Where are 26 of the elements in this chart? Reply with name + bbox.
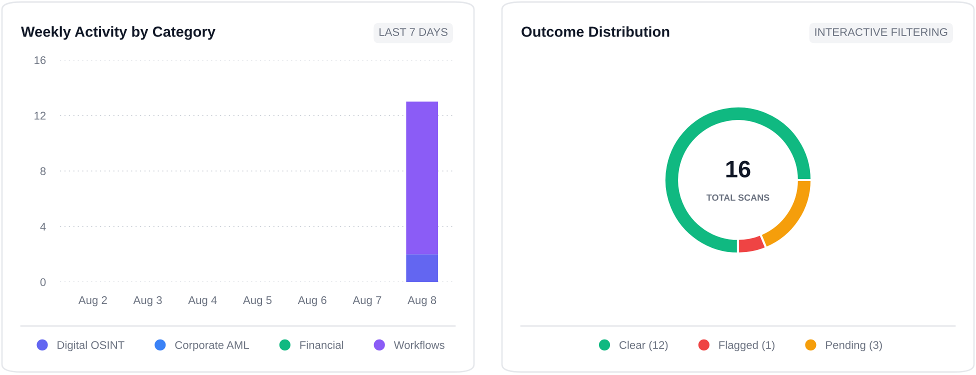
legend-label: Workflows — [394, 340, 444, 349]
chart-subtitle: LAST 7 DAYS — [380, 28, 448, 36]
text: 16 — [726, 160, 750, 178]
legend-label: Financial — [300, 340, 344, 349]
legend-label: Pending (3) — [826, 340, 882, 352]
x-tick-label: Aug 7 — [352, 296, 382, 306]
chart-title: Weekly Activity by Category — [21, 26, 216, 40]
y-tick-label: 0 — [40, 278, 46, 286]
y-tick-label: 8 — [40, 167, 46, 176]
legend-label: Flagged (1) — [719, 340, 774, 352]
x-tick-label: Aug 5 — [243, 296, 272, 306]
x-tick-label: Aug 3 — [133, 296, 162, 306]
donut-slice — [663, 105, 813, 255]
x-tick-label: Aug 2 — [78, 296, 107, 306]
y-tick-label: 4 — [40, 222, 46, 231]
text: TOTAL SCANS — [706, 194, 770, 201]
y-tick-label: 12 — [34, 112, 46, 120]
x-tick-label: Aug 4 — [188, 296, 217, 306]
x-tick-label: Aug 8 — [408, 296, 436, 306]
chart-subtitle: INTERACTIVE FILTERING — [815, 28, 948, 36]
chart-title: Outcome Distribution — [522, 26, 670, 37]
legend-label: Digital OSINT — [58, 340, 124, 352]
x-tick-label: Aug 6 — [298, 296, 326, 306]
y-tick-label: 16 — [34, 56, 46, 64]
legend-label: Corporate AML — [175, 341, 249, 352]
legend-label: Clear (12) — [620, 340, 668, 352]
